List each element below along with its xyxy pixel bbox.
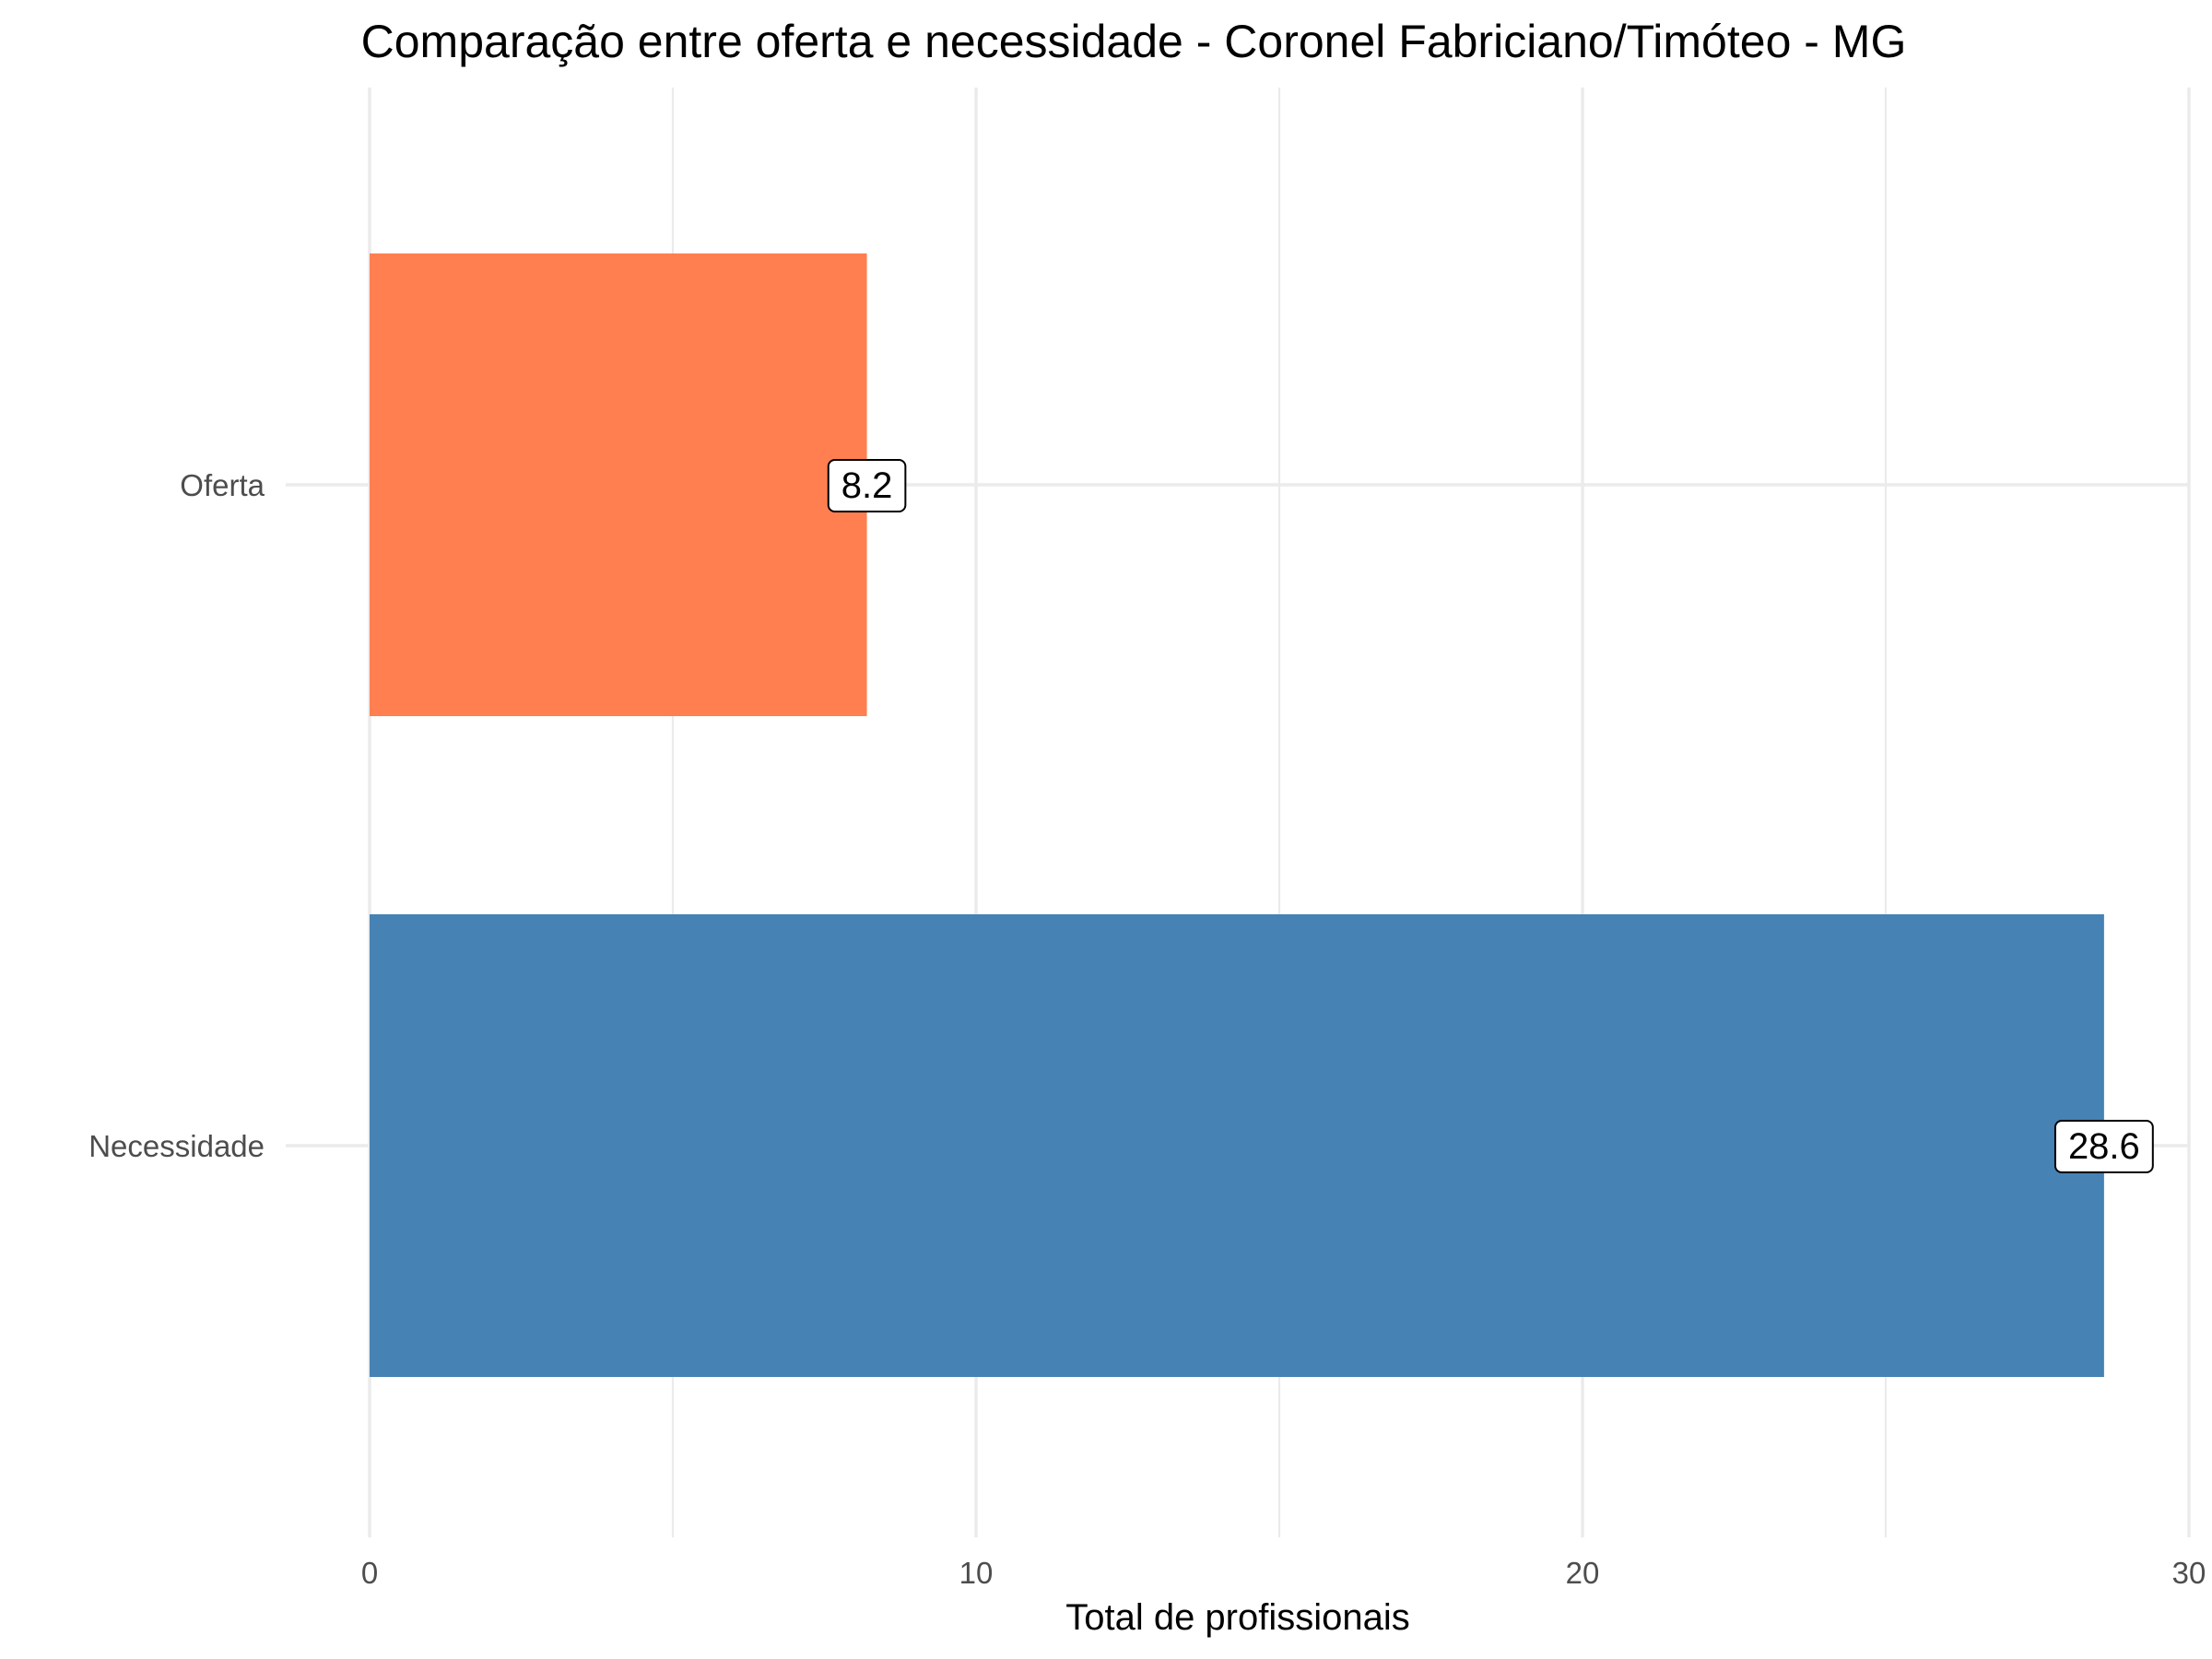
x-tick-label: 10 xyxy=(959,1556,994,1590)
data-label-box xyxy=(827,459,907,512)
bar-oferta xyxy=(370,253,867,716)
data-labels: 8.2 28.6 xyxy=(827,459,2154,1173)
x-tick-label: 0 xyxy=(361,1556,378,1590)
x-tick-label: 30 xyxy=(2172,1556,2206,1590)
bar-necessidade xyxy=(370,914,2104,1377)
data-label-oferta: 8.2 xyxy=(827,459,907,512)
category-label-necessidade: Necessidade xyxy=(88,1129,265,1163)
category-label-oferta: Oferta xyxy=(180,468,265,502)
data-label-text: 8.2 xyxy=(841,465,893,506)
x-axis-title: Total de profissionais xyxy=(1065,1597,1410,1638)
x-tick-label: 20 xyxy=(1566,1556,1600,1590)
chart-title: Comparação entre oferta e necessidade - … xyxy=(361,16,1907,67)
axis-ticks: Oferta Necessidade 0 10 20 30 xyxy=(88,468,2206,1590)
data-label-necessidade: 28.6 xyxy=(2053,1120,2154,1173)
bars xyxy=(370,253,2104,1377)
data-label-box xyxy=(2053,1120,2154,1173)
data-label-text: 28.6 xyxy=(2068,1126,2140,1167)
